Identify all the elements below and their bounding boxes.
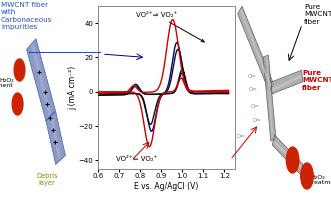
- Circle shape: [14, 59, 25, 81]
- Polygon shape: [263, 55, 276, 141]
- Text: VO²⁺⇐ VO₂⁺: VO²⁺⇐ VO₂⁺: [116, 156, 157, 162]
- Text: O=: O=: [251, 104, 260, 108]
- Text: Debris
layer: Debris layer: [36, 173, 58, 186]
- Text: Pure
MWCNT
fiber: Pure MWCNT fiber: [302, 70, 331, 91]
- X-axis label: E vs. Ag/AgCl (V): E vs. Ag/AgCl (V): [134, 182, 199, 191]
- Polygon shape: [238, 6, 274, 92]
- Polygon shape: [31, 43, 51, 115]
- Polygon shape: [26, 39, 56, 121]
- Text: H₂O₂
treatment: H₂O₂ treatment: [0, 78, 14, 88]
- Text: MWCNT fiber
with
Carbonaceous
impurities: MWCNT fiber with Carbonaceous impurities: [1, 2, 53, 30]
- Text: O=: O=: [236, 134, 245, 138]
- Circle shape: [301, 163, 313, 189]
- Polygon shape: [274, 141, 304, 171]
- Polygon shape: [46, 111, 66, 165]
- Circle shape: [12, 93, 23, 115]
- Text: Pure
MWCNT
fiber: Pure MWCNT fiber: [304, 4, 331, 25]
- Polygon shape: [50, 117, 61, 159]
- Text: O=: O=: [253, 117, 261, 122]
- Circle shape: [286, 147, 299, 173]
- Polygon shape: [272, 135, 305, 177]
- Polygon shape: [266, 56, 273, 138]
- Text: H₂O₂
treatment: H₂O₂ treatment: [310, 175, 331, 185]
- Polygon shape: [272, 74, 302, 92]
- Text: O=: O=: [248, 73, 257, 78]
- Text: O=: O=: [249, 87, 258, 92]
- Polygon shape: [240, 9, 271, 87]
- Y-axis label: j (mA cm⁻²): j (mA cm⁻²): [68, 65, 77, 110]
- Text: VO²⁺⇒ VO₂⁺: VO²⁺⇒ VO₂⁺: [136, 12, 204, 42]
- Polygon shape: [271, 70, 303, 94]
